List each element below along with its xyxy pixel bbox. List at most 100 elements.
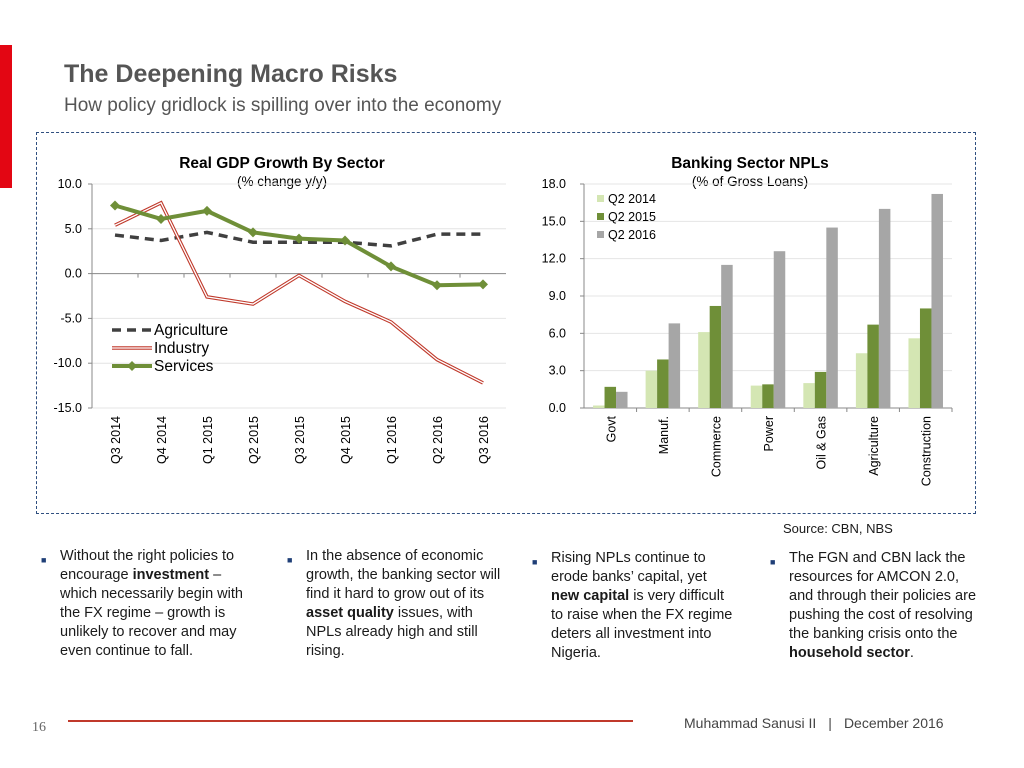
y-tick-label: 3.0	[549, 364, 566, 378]
bullet-point: ■ In the absence of economic growth, the …	[287, 547, 502, 661]
gdp-growth-chart: Real GDP Growth By Sector (% change y/y)…	[54, 155, 506, 464]
npl-bar-q2-2014	[593, 405, 605, 408]
services-marker	[202, 205, 212, 216]
footer-rule	[68, 720, 633, 722]
npl-bar-q2-2014	[855, 353, 868, 408]
npl-bar-q2-2015	[919, 308, 932, 408]
npl-bar-q2-2015	[657, 359, 669, 408]
y-tick-label: 0.0	[549, 401, 566, 415]
bullet-emphasis: new capital	[551, 588, 630, 604]
npl-chart-subtitle: (% of Gross Loans)	[692, 174, 808, 189]
npl-bar-q2-2015	[867, 324, 879, 408]
bullet-text-segment: Rising NPLs continue to erode banks’ cap…	[551, 550, 707, 585]
bullet-text-segment: is very difficult to raise when the FX r…	[551, 588, 733, 661]
slide-title: The Deepening Macro Risks	[64, 60, 398, 88]
npl-bar-q2-2014	[803, 383, 815, 408]
npl-bar-q2-2014	[908, 338, 920, 408]
bullet-point: ■ The FGN and CBN lack the resources for …	[770, 549, 981, 663]
npl-chart: Banking Sector NPLs (% of Gross Loans) 1…	[542, 155, 953, 486]
y-tick-label: 0.0	[65, 267, 82, 281]
legend-services-marker	[127, 361, 137, 371]
bullet-emphasis: investment	[132, 567, 210, 583]
x-tick-label: Q4 2015	[339, 416, 353, 464]
legend-label: Q2 2014	[608, 192, 656, 206]
y-tick-label: 15.0	[542, 214, 566, 228]
bullet-text: Without the right policies to encourage …	[60, 548, 243, 659]
x-tick-label: Q4 2014	[155, 416, 169, 464]
x-tick-label: Q2 2015	[247, 416, 261, 464]
npl-bar-q2-2016	[826, 227, 838, 408]
x-tick-label: Q1 2015	[201, 416, 215, 464]
bullet-text-segment: .	[909, 645, 914, 661]
bullet-point: ■ Without the right policies to encourage…	[41, 547, 256, 661]
services-marker	[156, 213, 166, 224]
y-tick-label: 5.0	[65, 222, 82, 236]
y-tick-label: -10.0	[54, 356, 83, 370]
bullet-text-segment: Without the right policies to encourage	[60, 548, 235, 583]
npl-bar-q2-2014	[698, 332, 710, 408]
x-tick-label: Agriculture	[867, 416, 881, 476]
npl-bar-q2-2016	[773, 251, 786, 408]
legend-label: Q2 2016	[608, 228, 656, 242]
bullet-marker-icon: ■	[287, 555, 293, 565]
bullet-text: The FGN and CBN lack the resources for A…	[789, 550, 976, 661]
services-marker	[432, 280, 442, 291]
npl-bar-q2-2016	[616, 391, 628, 408]
y-tick-label: 12.0	[542, 252, 566, 266]
x-tick-label: Q3 2014	[109, 416, 123, 464]
bullet-emphasis: asset quality	[306, 605, 394, 621]
legend-label: Q2 2015	[608, 210, 656, 224]
x-tick-label: Oil & Gas	[815, 416, 829, 470]
x-tick-label: Q3 2015	[293, 416, 307, 464]
legend-label: Agriculture	[154, 322, 228, 339]
bullet-marker-icon: ■	[41, 555, 47, 565]
services-marker	[340, 235, 350, 246]
bullet-text-segment: – which necessarily begin with the FX re…	[60, 567, 243, 659]
x-tick-label: Q3 2016	[477, 416, 491, 464]
y-tick-label: 6.0	[549, 326, 566, 340]
x-tick-label: Q1 2016	[385, 416, 399, 464]
y-tick-label: 10.0	[58, 177, 82, 191]
services-marker	[110, 200, 120, 211]
bullet-text: Rising NPLs continue to erode banks’ cap…	[551, 550, 732, 661]
services-marker	[386, 261, 396, 272]
chart-frame	[36, 132, 976, 514]
gdp-chart-title: Real GDP Growth By Sector	[179, 155, 385, 172]
legend-swatch	[597, 195, 604, 202]
npl-bar-q2-2016	[931, 193, 943, 408]
bullet-marker-icon: ■	[770, 557, 776, 567]
accent-bar	[0, 45, 12, 188]
industry-line-inner	[114, 201, 484, 384]
npl-bar-q2-2015	[762, 384, 774, 408]
footer-credit: Muhammad Sanusi II | December 2016	[684, 715, 944, 731]
npl-bar-q2-2014	[750, 385, 763, 408]
bullet-text-segment: The FGN and CBN lack the resources for A…	[789, 550, 977, 642]
footer-separator: |	[828, 715, 832, 731]
npl-bar-q2-2016	[668, 323, 681, 408]
npl-bar-q2-2014	[645, 370, 658, 408]
x-tick-label: Construction	[920, 416, 934, 486]
y-tick-label: 9.0	[549, 289, 566, 303]
services-marker	[248, 227, 258, 238]
bullet-text: In the absence of economic growth, the b…	[306, 548, 500, 659]
page-number: 16	[32, 720, 46, 735]
footer-author: Muhammad Sanusi II	[684, 715, 817, 731]
npl-bar-q2-2016	[721, 264, 733, 408]
services-marker	[478, 279, 488, 290]
bullet-point: ■ Rising NPLs continue to erode banks’ ca…	[532, 549, 737, 663]
y-tick-label: -5.0	[60, 311, 82, 325]
npl-chart-title: Banking Sector NPLs	[671, 155, 829, 172]
x-tick-label: Manuf.	[657, 416, 671, 454]
services-marker	[294, 233, 304, 244]
gdp-chart-subtitle: (% change y/y)	[237, 174, 327, 189]
npl-bar-q2-2015	[709, 305, 722, 408]
x-tick-label: Power	[762, 416, 776, 451]
footer-date: December 2016	[843, 715, 944, 731]
npl-bar-q2-2016	[878, 208, 891, 408]
npl-bar-q2-2015	[604, 386, 617, 408]
legend-label: Services	[154, 358, 214, 375]
bullet-marker-icon: ■	[532, 557, 538, 567]
bullet-text-segment: issues, with NPLs already high and still…	[306, 605, 478, 659]
x-tick-label: Govt	[604, 415, 618, 442]
legend-swatch	[597, 231, 604, 238]
